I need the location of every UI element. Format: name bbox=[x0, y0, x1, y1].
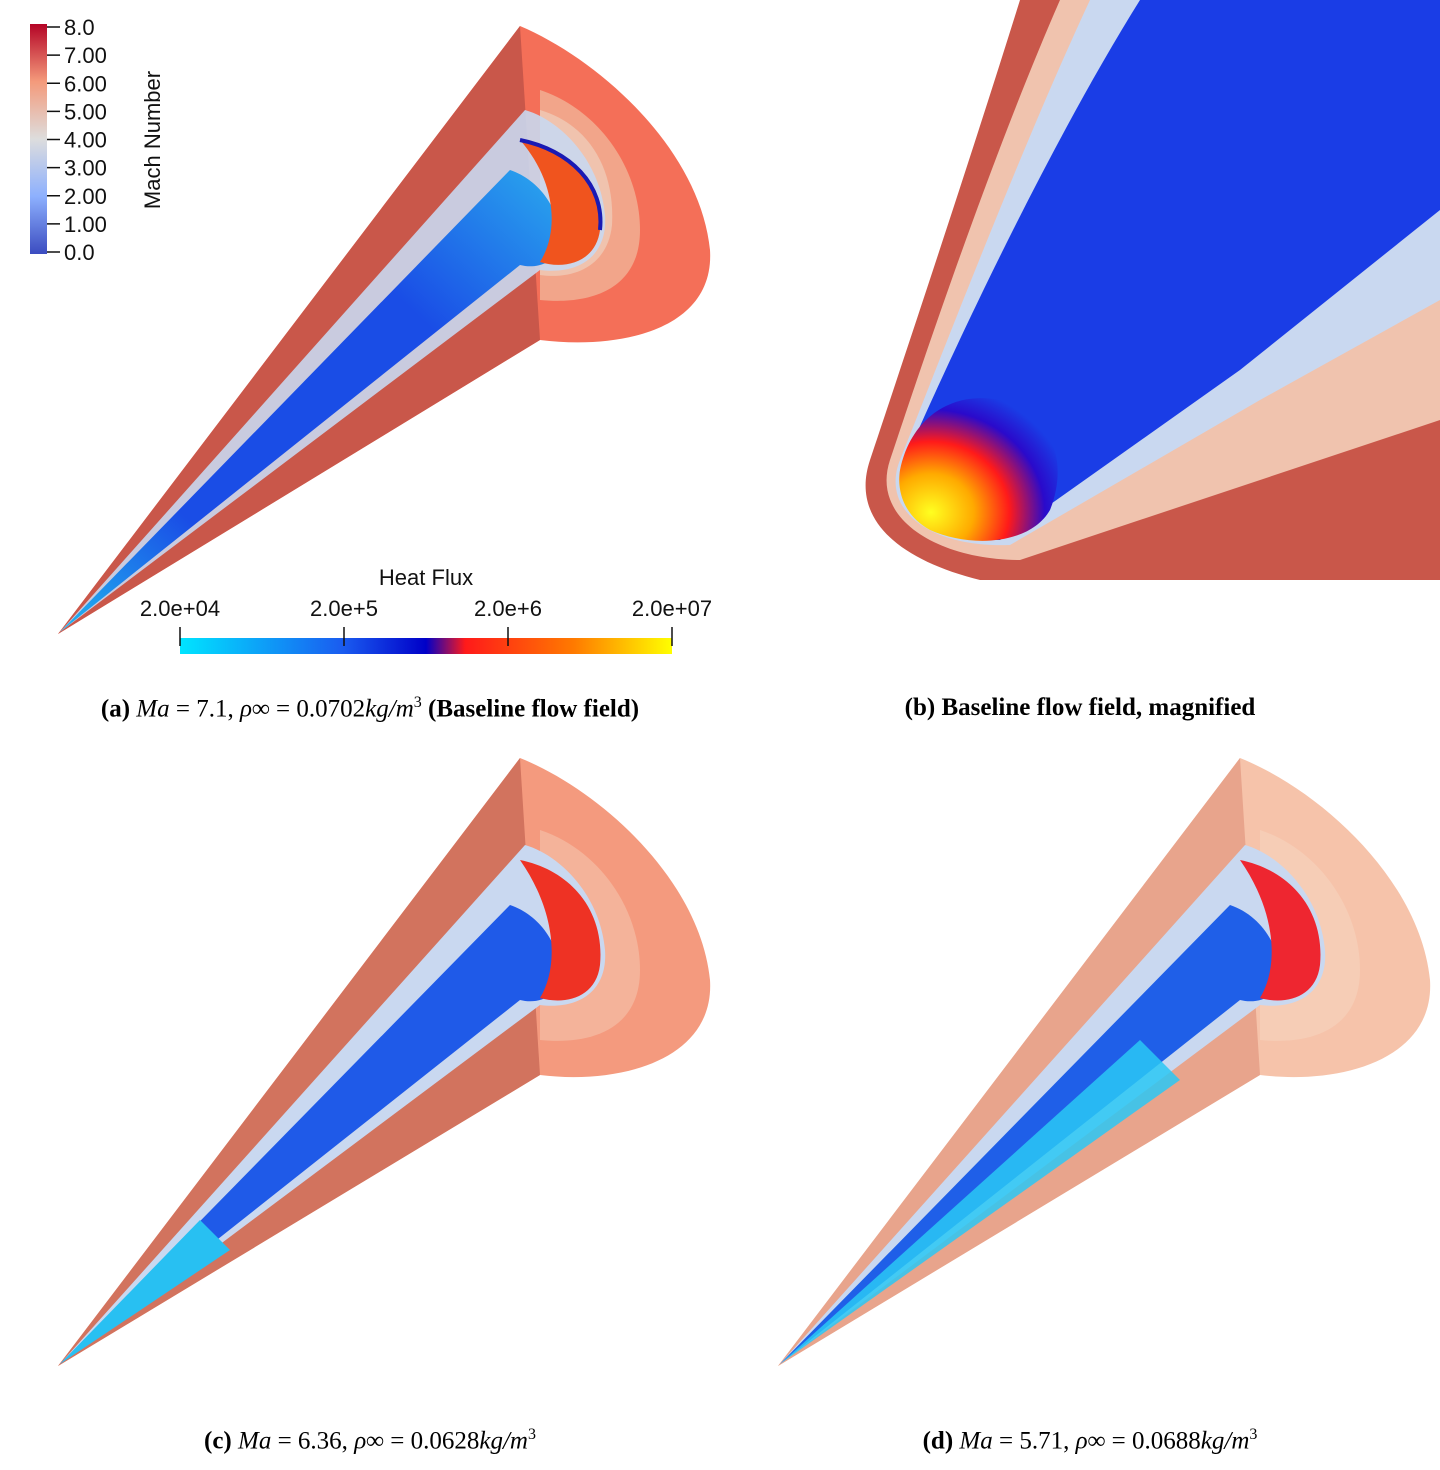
caption-a-unit-exp: 3 bbox=[413, 694, 422, 711]
caption-c-rho-label: ρ∞ bbox=[354, 1427, 385, 1455]
caption-b: (b) Baseline flow field, magnified bbox=[780, 694, 1380, 722]
panel-a-render: 8.0 7.00 6.00 5.00 4.00 3.00 2.00 1.00 0.0 Mach … bbox=[30, 15, 712, 654]
caption-d: (d) Ma = 5.71, ρ∞ = 0.0688kg/m3 bbox=[780, 1426, 1400, 1455]
panel-b-magnified bbox=[860, 0, 1440, 580]
nose-heat-flux-b bbox=[899, 398, 1058, 541]
mach-tick-label: 3.00 bbox=[64, 156, 107, 181]
caption-a-tag: (a) bbox=[100, 695, 131, 723]
mach-tick-label: 2.00 bbox=[64, 184, 107, 209]
caption-a-unit: kg/m bbox=[365, 695, 414, 723]
mach-tick-label: 0.0 bbox=[64, 240, 95, 265]
panel-d-flow-field bbox=[720, 740, 1440, 1380]
heat-flux-tick-label: 2.0e+07 bbox=[632, 596, 712, 621]
caption-a: (a) Ma = 7.1, ρ∞ = 0.0702kg/m3 (Baseline… bbox=[40, 694, 700, 723]
caption-b-tag: (b) bbox=[904, 694, 936, 721]
cone-base-a bbox=[520, 140, 601, 265]
heat-flux-tick-label: 2.0e+04 bbox=[140, 596, 220, 621]
caption-a-rho-label: ρ∞ bbox=[239, 695, 270, 723]
shock-front-face-c bbox=[58, 758, 540, 1366]
mach-colorbar bbox=[30, 24, 47, 254]
panel-a-flow-field: 8.0 7.00 6.00 5.00 4.00 3.00 2.00 1.00 0.0 Mach … bbox=[0, 0, 720, 680]
mach-number-legend: 8.0 7.00 6.00 5.00 4.00 3.00 2.00 1.00 0.0 Mach … bbox=[30, 15, 165, 265]
cone-body-d bbox=[780, 905, 1280, 1364]
cone-base-edge-a bbox=[519, 138, 603, 231]
panel-b-render bbox=[865, 0, 1440, 580]
cone-body-b bbox=[902, 0, 1440, 540]
caption-c-ma-label: Ma bbox=[238, 1427, 272, 1455]
caption-d-rho-value: = 0.0688 bbox=[1111, 1427, 1201, 1455]
caption-a-note: (Baseline flow field) bbox=[428, 695, 640, 723]
caption-d-tag: (d) bbox=[922, 1427, 954, 1455]
caption-c-unit-exp: 3 bbox=[527, 1426, 536, 1443]
heat-flux-tick-label: 2.0e+5 bbox=[310, 596, 378, 621]
caption-d-unit: kg/m bbox=[1200, 1427, 1250, 1455]
heat-flux-legend-title: Heat Flux bbox=[379, 565, 473, 590]
panel-d-render bbox=[778, 758, 1431, 1366]
caption-c-unit: kg/m bbox=[479, 1427, 528, 1455]
cone-tip-d bbox=[780, 1040, 1180, 1364]
mach-tick-label: 5.00 bbox=[64, 99, 107, 124]
mach-tick-label: 8.0 bbox=[64, 15, 95, 40]
heat-flux-legend: Heat Flux 2.0e+04 2.0e+5 2.0e+6 2.0e+07 bbox=[140, 565, 712, 654]
caption-d-ma-label: Ma bbox=[959, 1427, 993, 1455]
caption-c-ma-value: = 6.36, bbox=[277, 1427, 348, 1455]
cone-base-c bbox=[520, 860, 601, 1001]
cone-base-d bbox=[1240, 860, 1321, 1001]
caption-a-rho-value: = 0.0702 bbox=[276, 695, 366, 723]
mach-tick-label: 6.00 bbox=[64, 71, 107, 96]
cone-body-a bbox=[60, 170, 560, 632]
cone-tip-c bbox=[60, 1220, 230, 1364]
mach-legend-title: Mach Number bbox=[140, 71, 165, 209]
caption-b-note: Baseline flow field, magnified bbox=[941, 694, 1256, 721]
mach-tick-label: 4.00 bbox=[64, 128, 107, 153]
mach-tick-label: 7.00 bbox=[64, 43, 107, 68]
caption-d-unit-exp: 3 bbox=[1249, 1426, 1258, 1443]
caption-c-rho-value: = 0.0628 bbox=[390, 1427, 480, 1455]
shock-front-face-d bbox=[778, 758, 1260, 1366]
caption-a-ma-value: = 7.1, bbox=[175, 695, 234, 723]
heat-flux-colorbar bbox=[180, 638, 672, 654]
caption-c: (c) Ma = 6.36, ρ∞ = 0.0628kg/m3 bbox=[60, 1426, 680, 1455]
heat-flux-tick-label: 2.0e+6 bbox=[474, 596, 542, 621]
caption-c-tag: (c) bbox=[204, 1427, 232, 1455]
shock-front-face-a bbox=[58, 26, 540, 634]
mach-tick-label: 1.00 bbox=[64, 212, 107, 237]
panel-c-render bbox=[58, 758, 711, 1366]
panel-c-flow-field bbox=[0, 740, 720, 1380]
caption-d-ma-value: = 5.71, bbox=[998, 1427, 1070, 1455]
caption-a-ma-label: Ma bbox=[136, 695, 170, 723]
caption-d-rho-label: ρ∞ bbox=[1075, 1427, 1106, 1455]
